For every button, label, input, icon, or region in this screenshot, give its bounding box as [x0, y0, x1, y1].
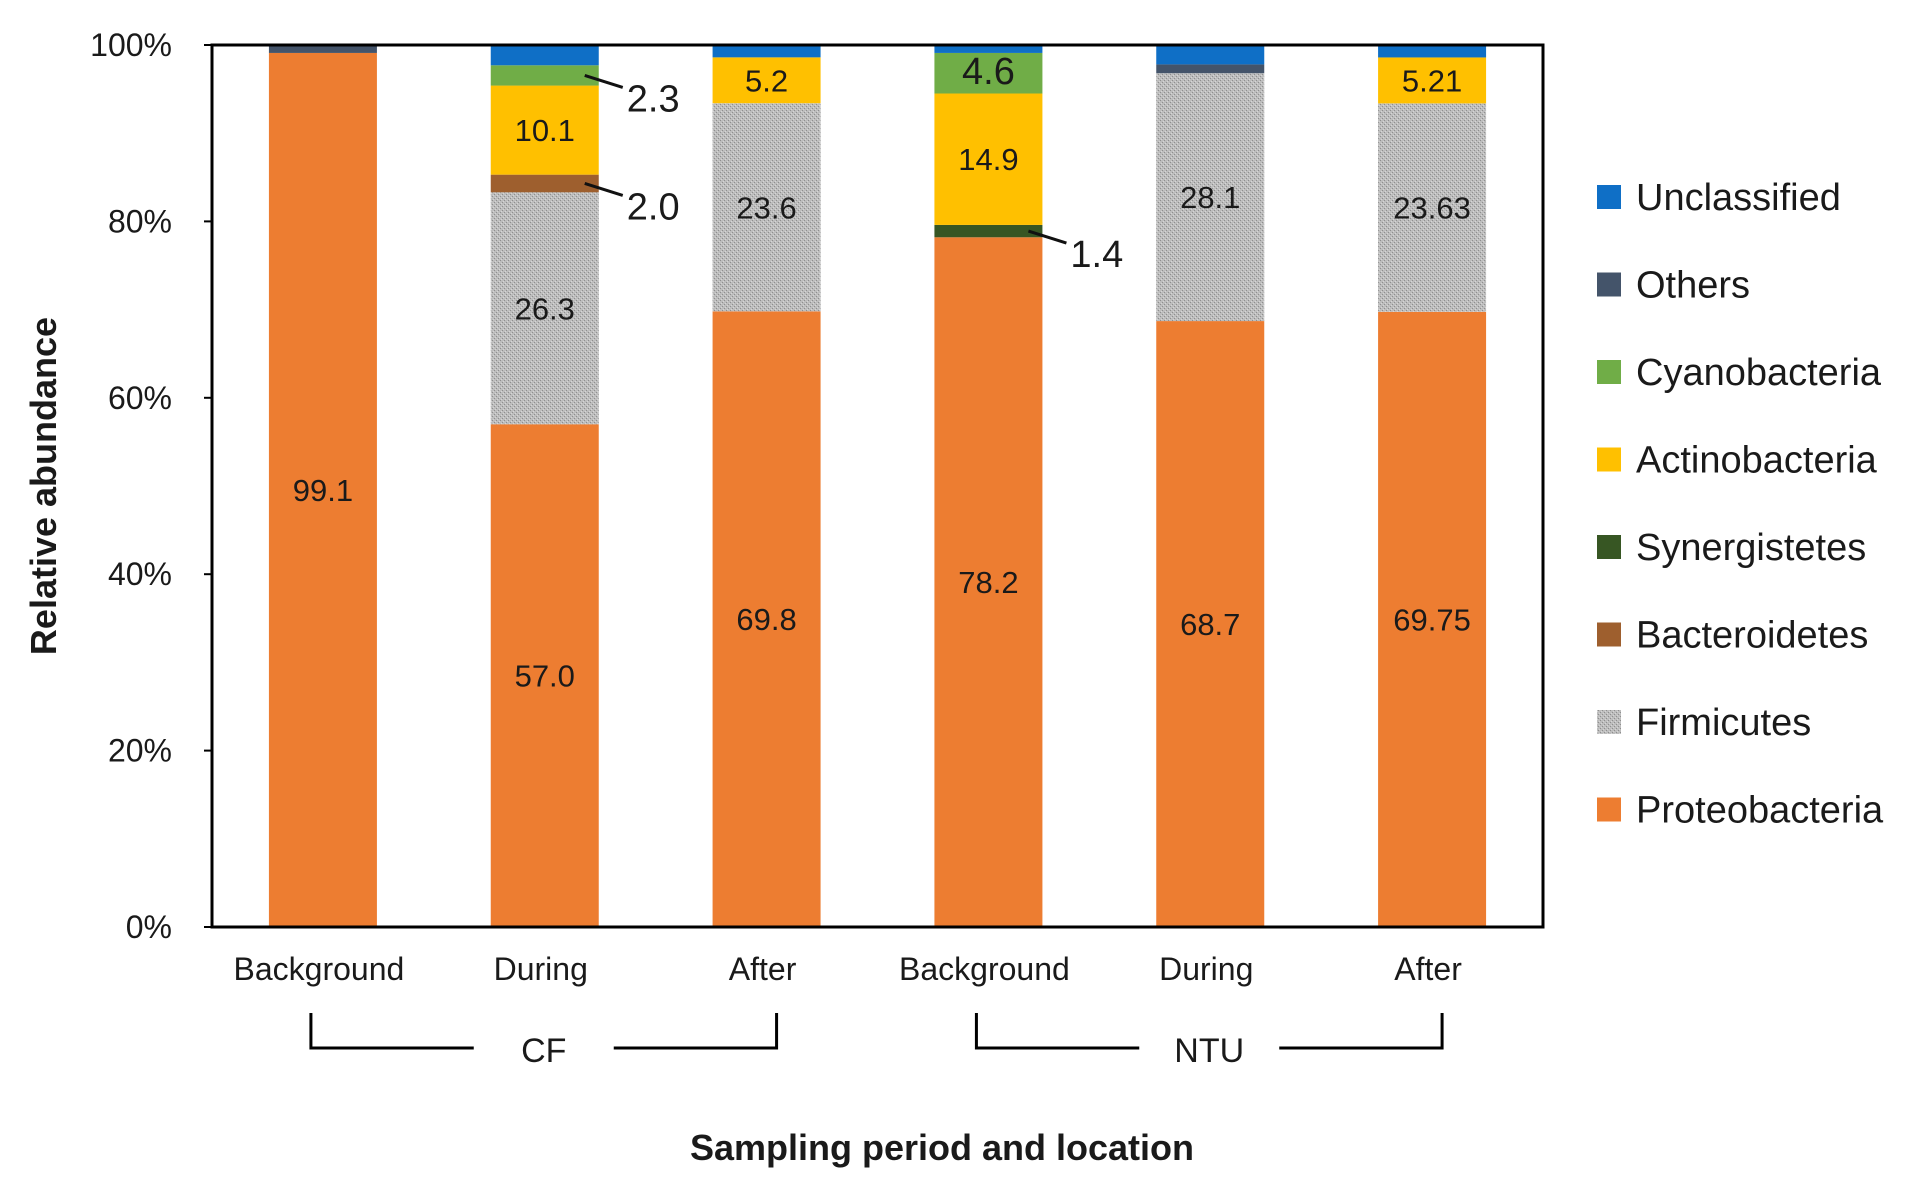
legend-label-firmicutes: Firmicutes — [1636, 702, 1811, 744]
legend-swatch-bacteroidetes — [1597, 622, 1621, 647]
data-label-cyanobacteria-1: 2.3 — [627, 78, 680, 120]
y-tick-label: 40% — [108, 556, 172, 592]
bar-firmicutes-4 — [1156, 73, 1265, 322]
y-tick-label: 100% — [90, 27, 172, 63]
y-tick-label: 80% — [108, 203, 172, 239]
bar-actinobacteria-2 — [712, 57, 821, 104]
bar-firmicutes-5 — [1378, 103, 1487, 312]
legend-swatch-unclassified — [1597, 185, 1621, 209]
bar-synergistetes-3 — [934, 224, 1043, 238]
bar-actinobacteria-1 — [490, 85, 599, 175]
bar-actinobacteria-5 — [1378, 57, 1487, 104]
group-bracket-right — [1279, 1013, 1444, 1050]
bar-proteobacteria-2 — [712, 311, 821, 927]
bar-unclassified-3 — [934, 45, 1043, 53]
x-tick-label: During — [1159, 951, 1253, 987]
data-label-firmicutes-2: 23.6 — [736, 190, 796, 225]
bar-unclassified-2 — [712, 45, 821, 58]
bar-unclassified-4 — [1156, 45, 1265, 65]
group-label-cf: CF — [521, 1032, 566, 1070]
bar-proteobacteria-4 — [1156, 321, 1265, 927]
legend-swatch-synergistetes — [1597, 535, 1621, 559]
bar-proteobacteria-0 — [268, 52, 377, 927]
plot-area-border — [210, 43, 1545, 929]
y-tick-label: 60% — [108, 380, 172, 416]
data-labels-layer: 99.1 57.0 26.3 2.0 10.1 2.3 69.8 23.6 5.2 78.2 1.4… — [293, 51, 1471, 693]
leader-line-cyanobacteria-1 — [584, 73, 624, 89]
x-tick-label: Background — [899, 951, 1070, 987]
y-axis-title: Relative abundance — [23, 317, 64, 655]
bar-proteobacteria-1 — [490, 424, 599, 927]
bar-proteobacteria-3 — [934, 237, 1043, 927]
bars-layer — [268, 45, 1487, 927]
data-label-proteobacteria-2: 69.8 — [736, 602, 796, 637]
data-label-actinobacteria-5: 5.21 — [1402, 63, 1462, 98]
legend-swatch-others — [1597, 272, 1621, 297]
legend-swatch-actinobacteria — [1597, 447, 1621, 472]
data-label-proteobacteria-4: 68.7 — [1180, 607, 1240, 642]
y-tick-label: 0% — [126, 909, 172, 945]
data-label-firmicutes-5: 23.63 — [1393, 191, 1471, 226]
data-label-actinobacteria-1: 10.1 — [515, 113, 575, 148]
legend-label-others: Others — [1636, 265, 1750, 307]
legend-label-bacteroidetes: Bacteroidetes — [1636, 615, 1868, 657]
data-label-proteobacteria-0: 99.1 — [293, 473, 353, 508]
data-label-firmicutes-1: 26.3 — [515, 291, 575, 326]
group-bracket-left — [974, 1013, 1140, 1050]
group-bracket-right — [613, 1013, 779, 1050]
legend-label-synergistetes: Synergistetes — [1636, 527, 1866, 569]
group-label-ntu: NTU — [1174, 1032, 1244, 1070]
bar-firmicutes-2 — [712, 103, 821, 312]
data-label-firmicutes-4: 28.1 — [1180, 180, 1240, 215]
legend-label-cyanobacteria: Cyanobacteria — [1636, 352, 1882, 394]
bar-unclassified-1 — [490, 45, 599, 66]
data-label-proteobacteria-3: 78.2 — [958, 565, 1018, 600]
legend-label-proteobacteria: Proteobacteria — [1636, 790, 1884, 832]
x-axis-title: Sampling period and location — [690, 1127, 1194, 1168]
bar-actinobacteria-3 — [934, 93, 1043, 225]
leader-line-bacteroidetes-1 — [584, 182, 624, 197]
data-label-proteobacteria-5: 69.75 — [1393, 602, 1471, 637]
x-tick-label: After — [729, 951, 797, 987]
data-label-cyanobacteria-3: 4.6 — [962, 51, 1015, 93]
legend-label-unclassified: Unclassified — [1636, 177, 1841, 219]
x-tick-label: During — [494, 951, 588, 987]
legend-swatch-firmicutes — [1597, 710, 1621, 734]
x-tick-label: After — [1394, 951, 1462, 987]
legend-swatch-proteobacteria — [1597, 797, 1621, 822]
data-label-actinobacteria-2: 5.2 — [745, 63, 788, 98]
leader-line-synergistetes-3 — [1027, 229, 1067, 245]
bar-others-0 — [268, 45, 377, 53]
group-bracket-left — [309, 1013, 474, 1050]
bar-others-4 — [1156, 64, 1265, 74]
axes-layer: 0% 20% 40% 60% 80% 100% Background During After B… — [23, 27, 1545, 1168]
legend-swatch-cyanobacteria — [1597, 360, 1621, 384]
data-label-proteobacteria-1: 57.0 — [515, 659, 575, 694]
legend-label-actinobacteria: Actinobacteria — [1636, 440, 1878, 482]
bar-firmicutes-1 — [490, 192, 599, 425]
data-label-synergistetes-3: 1.4 — [1070, 234, 1123, 276]
data-label-bacteroidetes-1: 2.0 — [627, 186, 680, 228]
bar-bacteroidetes-1 — [490, 174, 599, 193]
legend: Unclassified Others Cyanobacteria Actinobac… — [1597, 177, 1884, 832]
y-tick-label: 20% — [108, 733, 172, 769]
bar-cyanobacteria-3 — [934, 52, 1043, 94]
data-label-actinobacteria-3: 14.9 — [958, 142, 1018, 177]
bar-unclassified-5 — [1378, 45, 1487, 58]
x-tick-label: Background — [234, 951, 405, 987]
bar-proteobacteria-5 — [1378, 311, 1487, 927]
bar-cyanobacteria-1 — [490, 65, 599, 86]
